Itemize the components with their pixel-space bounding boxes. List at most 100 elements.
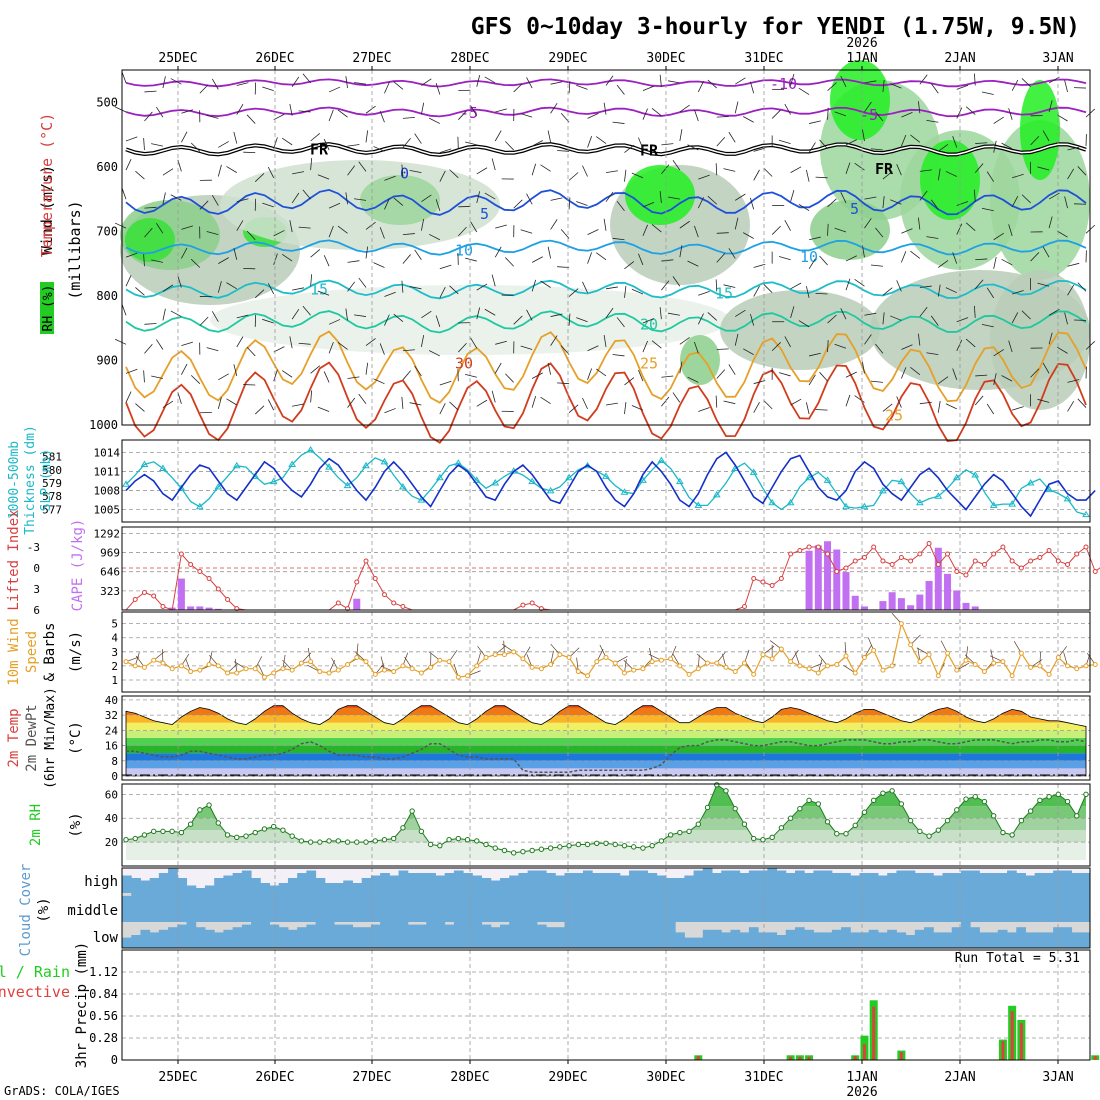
cloud-cell xyxy=(896,893,907,922)
wind-barb xyxy=(631,172,644,179)
lifted-index-marker xyxy=(945,551,951,557)
bottom-date-label: 29DEC xyxy=(548,1070,587,1085)
wind-speed-marker xyxy=(825,663,831,669)
cloud-cell xyxy=(877,875,888,893)
wind-barb xyxy=(616,201,625,211)
wind-barb xyxy=(798,320,810,328)
wind-barb xyxy=(476,75,481,87)
precip-convective-bar xyxy=(798,1056,802,1060)
rh-legend-swatch xyxy=(40,282,54,334)
wind-barb xyxy=(875,343,884,354)
thickness-marker xyxy=(860,502,869,510)
wind-barb xyxy=(495,340,507,345)
wind-barb xyxy=(798,87,810,95)
rh-marker xyxy=(474,838,480,844)
rh-marker xyxy=(935,827,942,833)
rh-marker xyxy=(280,827,286,833)
wind-barb xyxy=(659,307,662,320)
cloud-cell xyxy=(601,873,612,893)
thickness-marker xyxy=(362,461,370,469)
rh-marker xyxy=(972,794,978,800)
cloud-cell xyxy=(1062,893,1073,922)
cloud-cell xyxy=(481,924,492,948)
cloud-cell xyxy=(131,893,141,922)
wind-barb xyxy=(505,257,514,267)
wind-barb xyxy=(845,139,857,146)
cloud-cell xyxy=(997,893,1008,922)
thickness-tick-label: 578 xyxy=(42,490,62,503)
wind-barb xyxy=(217,280,222,293)
wind-barb xyxy=(840,75,847,87)
dewpoint-line xyxy=(126,739,1087,773)
lifted-index-axis-label: Lifted Index xyxy=(6,509,22,610)
wind-barb xyxy=(716,253,726,263)
wind-barb xyxy=(890,83,902,89)
cloud-cell xyxy=(223,893,234,922)
cloud-cell xyxy=(582,893,593,922)
cloud-cell xyxy=(748,927,759,948)
wind-barb xyxy=(840,308,847,320)
rh-band xyxy=(126,806,1086,819)
wind-barb xyxy=(170,310,182,317)
precip-frame xyxy=(121,949,1091,1061)
wind-barb xyxy=(870,264,883,267)
wind-barb xyxy=(1057,114,1068,122)
slp-tick-label: 1008 xyxy=(94,485,121,498)
wind-barb xyxy=(735,77,746,85)
wind-barb xyxy=(1067,168,1075,180)
precip-convective-bar xyxy=(807,1056,811,1060)
cloud-cell xyxy=(223,929,234,948)
wind-speed-marker xyxy=(1046,671,1052,677)
wind-barb xyxy=(190,258,201,268)
cloud-cell xyxy=(140,929,151,948)
cloud-cell xyxy=(389,875,400,893)
wind-barb xyxy=(993,116,1004,124)
wind-barb xyxy=(624,285,627,298)
lifted-index-marker xyxy=(151,593,157,599)
lifted-index-marker xyxy=(806,544,812,550)
wind-barb xyxy=(827,198,837,208)
wind-barb xyxy=(694,225,699,238)
rh-marker xyxy=(806,797,812,804)
temperature-band xyxy=(126,737,1086,746)
rh-marker xyxy=(464,837,471,843)
temperature-band xyxy=(126,730,1086,738)
bottom-date-label: 1JAN xyxy=(846,1070,877,1085)
wind-speed-marker xyxy=(686,671,692,677)
wind-barb xyxy=(421,78,432,86)
wind-barb xyxy=(143,254,145,267)
wind-barb xyxy=(845,371,857,378)
wind-barb xyxy=(926,120,939,123)
cloud-cell xyxy=(1071,893,1082,922)
wind-speed-marker xyxy=(945,650,951,656)
isotherm-label: 15 xyxy=(715,284,733,302)
thickness-marker xyxy=(602,472,610,479)
wind-barb xyxy=(642,201,655,208)
rh-marker xyxy=(695,821,702,827)
cloud-cell xyxy=(758,893,768,922)
wind-barb xyxy=(845,255,857,262)
wind-barb xyxy=(354,82,367,85)
wind-barb xyxy=(1008,108,1013,120)
wind-speed-marker xyxy=(594,659,600,665)
wind-barb xyxy=(815,176,828,179)
wind-barb xyxy=(505,141,514,151)
wind-barb xyxy=(845,278,851,291)
temp-units-label: (°C) xyxy=(68,721,84,755)
wind-barb xyxy=(631,288,644,295)
wind-barb xyxy=(937,284,941,297)
wind-barb xyxy=(206,114,219,119)
wind-barb xyxy=(347,376,360,379)
thickness-marker xyxy=(952,473,961,481)
cloud-cell xyxy=(518,893,529,922)
cloud-cell xyxy=(546,927,556,948)
wind-barb xyxy=(384,82,390,94)
wind-barb xyxy=(373,378,385,385)
wind-barb xyxy=(531,256,543,263)
rh-frame xyxy=(121,783,1091,867)
cloud-cell xyxy=(1080,893,1091,922)
wind-barb xyxy=(345,192,348,205)
cloud-cell xyxy=(204,929,215,948)
wind-barb xyxy=(547,246,552,259)
cloud-cell xyxy=(656,922,667,948)
